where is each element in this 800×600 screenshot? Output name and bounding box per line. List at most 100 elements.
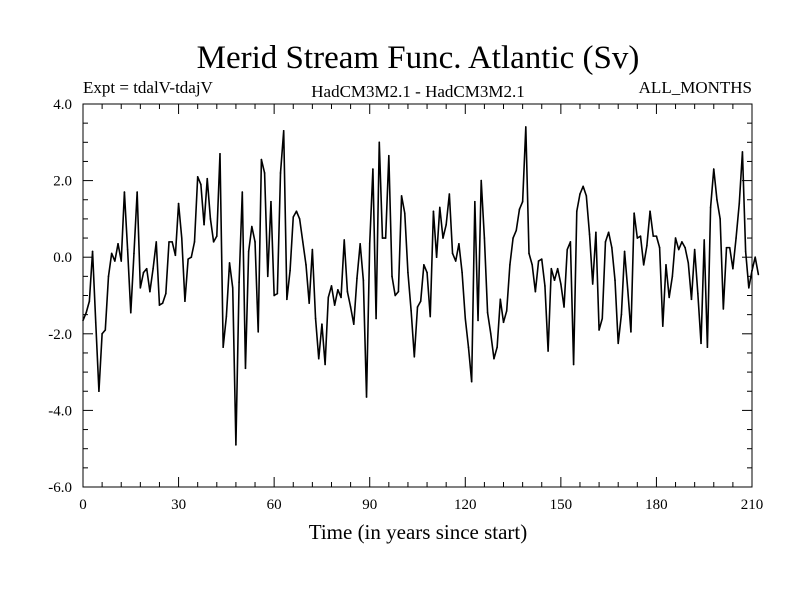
data-point (238, 281, 240, 283)
data-point (700, 342, 702, 345)
data-point (260, 158, 263, 161)
data-point (104, 329, 107, 331)
data-points (82, 126, 760, 446)
data-point (703, 239, 706, 241)
data-point (407, 271, 409, 274)
data-point (343, 239, 346, 241)
y-axis: -6.0 -4.0 -2.0 0.0 2.0 4.0 (48, 97, 752, 496)
series-line (82, 126, 760, 446)
data-point (324, 363, 326, 366)
data-point (512, 237, 514, 239)
data-point (133, 252, 135, 255)
data-point (604, 241, 607, 243)
data-point (145, 267, 148, 270)
data-point (279, 172, 282, 174)
data-point (677, 248, 680, 251)
data-point (209, 218, 212, 220)
x-tick-label: 150 (550, 497, 573, 513)
data-point (630, 331, 632, 333)
data-point (470, 380, 473, 383)
data-point (305, 264, 307, 266)
data-point (748, 287, 750, 289)
x-tick-label: 120 (454, 497, 477, 513)
data-point (196, 175, 199, 178)
data-point (254, 241, 256, 243)
data-point (550, 267, 553, 270)
x-axis-label: Time (in years since start) (309, 520, 528, 544)
data-point (569, 241, 572, 243)
data-point (658, 246, 661, 249)
y-tick-label: 0.0 (53, 250, 72, 266)
data-point (212, 241, 215, 243)
data-point (515, 229, 518, 232)
data-point (413, 355, 416, 358)
data-point (732, 267, 734, 270)
data-point (174, 254, 177, 257)
data-point (499, 298, 502, 301)
data-point (547, 350, 549, 352)
data-point (617, 342, 619, 345)
data-point (690, 298, 693, 301)
data-point (257, 331, 260, 333)
data-point (636, 237, 639, 239)
data-point (388, 154, 390, 157)
data-point (168, 241, 170, 243)
data-point (474, 200, 476, 203)
data-point (540, 258, 543, 260)
data-point (655, 235, 658, 237)
data-point (480, 179, 483, 182)
data-point (633, 212, 635, 214)
data-point (502, 321, 505, 324)
data-point (101, 333, 103, 335)
data-point (311, 248, 314, 251)
data-point (572, 363, 575, 366)
data-point (378, 141, 381, 144)
data-point (362, 279, 365, 281)
data-point (674, 237, 677, 239)
data-point (719, 218, 721, 220)
data-point (117, 242, 119, 245)
y-tick-label: -6.0 (48, 480, 72, 496)
data-point (244, 367, 247, 370)
data-point (419, 300, 422, 303)
x-tick-label: 210 (741, 497, 764, 513)
data-point (365, 396, 368, 398)
data-point (184, 300, 186, 303)
data-point (697, 292, 699, 295)
data-point (591, 283, 594, 285)
data-point (273, 294, 275, 297)
y-tick-label: 2.0 (53, 174, 72, 190)
data-point (681, 241, 683, 243)
data-point (649, 210, 651, 213)
data-point (518, 208, 521, 211)
data-point (91, 250, 94, 253)
data-point (94, 321, 97, 324)
y-tick-label: -4.0 (48, 403, 72, 419)
data-point (652, 235, 655, 237)
data-point (123, 191, 126, 193)
data-point (270, 200, 272, 203)
data-point (206, 177, 209, 180)
data-point (225, 315, 228, 318)
data-point (219, 152, 221, 155)
data-point (337, 288, 339, 291)
data-point (152, 267, 154, 270)
data-point (429, 315, 432, 318)
data-point (321, 323, 323, 326)
data-point (712, 168, 715, 170)
data-point (120, 260, 123, 262)
data-point (177, 202, 180, 205)
data-point (525, 126, 527, 128)
data-point (668, 296, 670, 299)
data-point (126, 248, 129, 251)
data-point (107, 275, 110, 278)
data-point (531, 264, 533, 266)
data-point (298, 218, 301, 220)
data-point (544, 285, 546, 287)
data-point (161, 302, 164, 304)
data-point (295, 210, 298, 213)
x-tick-label: 0 (79, 497, 87, 513)
data-point (665, 264, 667, 266)
data-point (556, 267, 559, 270)
data-point (372, 168, 374, 170)
